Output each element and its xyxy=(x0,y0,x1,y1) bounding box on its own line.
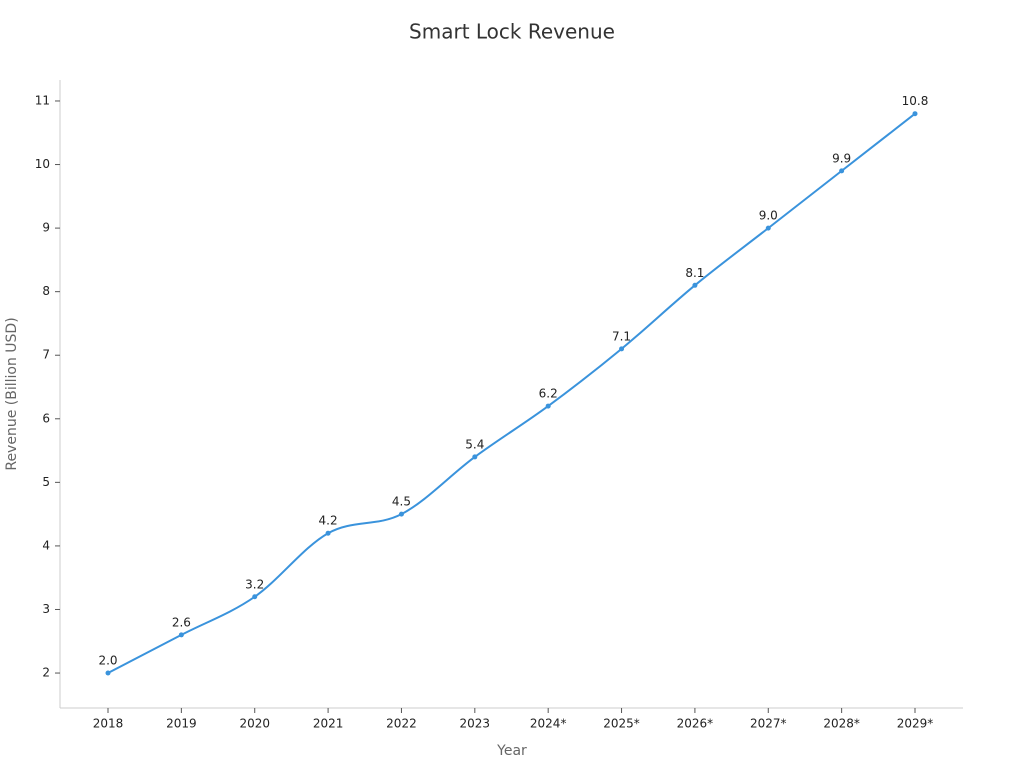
point xyxy=(105,670,111,676)
value-label: 9.9 xyxy=(832,151,851,165)
x-tick-label: 2025* xyxy=(603,717,640,731)
y-tick-label: 2 xyxy=(42,666,50,680)
x-tick-label: 2027* xyxy=(750,717,787,731)
value-label: 7.1 xyxy=(612,329,631,343)
value-label: 4.2 xyxy=(319,514,338,528)
x-tick-label: 2024* xyxy=(530,717,567,731)
value-label: 2.6 xyxy=(172,615,191,629)
x-tick-label: 2022 xyxy=(386,717,417,731)
point xyxy=(472,454,478,460)
y-axis-label: Revenue (Billion USD) xyxy=(4,317,20,470)
y-tick-label: 9 xyxy=(42,221,50,235)
x-tick-label: 2029* xyxy=(897,717,934,731)
value-label: 4.5 xyxy=(392,495,411,509)
y-tick-label: 3 xyxy=(42,602,50,616)
value-label: 8.1 xyxy=(685,266,704,280)
point xyxy=(545,403,551,409)
value-label: 2.0 xyxy=(98,654,117,668)
point xyxy=(765,225,771,231)
y-tick-label: 8 xyxy=(42,284,50,298)
x-tick-label: 2021 xyxy=(313,717,344,731)
x-axis-label: Year xyxy=(496,743,527,759)
value-label: 3.2 xyxy=(245,577,264,591)
x-tick-label: 2026* xyxy=(677,717,714,731)
point xyxy=(252,594,258,600)
x-tick-label: 2018 xyxy=(93,717,124,731)
x-tick-label: 2023 xyxy=(460,717,491,731)
value-label: 5.4 xyxy=(465,437,484,451)
point xyxy=(398,511,404,517)
value-label: 10.8 xyxy=(902,94,929,108)
point xyxy=(619,346,625,352)
x-tick-label: 2019 xyxy=(166,717,197,731)
x-tick-label: 2020 xyxy=(239,717,270,731)
value-label: 6.2 xyxy=(539,387,558,401)
x-tick-label: 2028* xyxy=(823,717,860,731)
point xyxy=(912,111,918,117)
point xyxy=(178,632,184,638)
y-tick-label: 11 xyxy=(35,93,50,107)
y-tick-label: 7 xyxy=(42,348,50,362)
value-label: 9.0 xyxy=(759,209,778,223)
y-tick-label: 4 xyxy=(42,538,50,552)
line xyxy=(107,112,916,674)
y-tick-label: 6 xyxy=(42,411,50,425)
point xyxy=(325,530,331,536)
y-tick-label: 5 xyxy=(42,475,50,489)
point xyxy=(839,168,845,174)
point xyxy=(692,282,698,288)
y-tick-label: 10 xyxy=(35,157,50,171)
chart-title: Smart Lock Revenue xyxy=(409,20,615,44)
